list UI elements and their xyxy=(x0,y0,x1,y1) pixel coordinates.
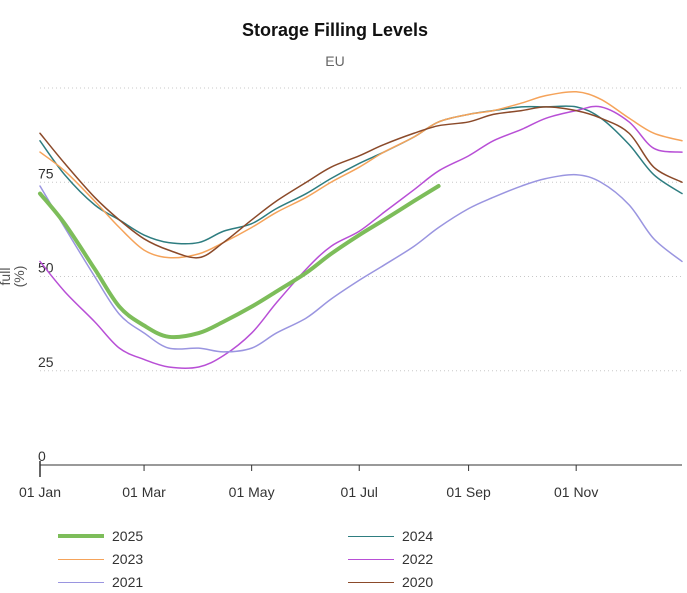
y-tick-label: 25 xyxy=(38,354,54,370)
legend-label: 2024 xyxy=(402,528,434,544)
legend-item-2020[interactable]: 2020 xyxy=(348,574,433,590)
series-line-2023 xyxy=(39,90,683,259)
legend-swatch xyxy=(348,558,394,560)
legend-item-2021[interactable]: 2021 xyxy=(58,574,143,590)
x-tick-label: 01 Nov xyxy=(554,484,598,500)
legend-label: 2025 xyxy=(112,528,144,544)
y-tick-label: 0 xyxy=(38,448,46,464)
y-axis-label: full(%) xyxy=(0,266,27,288)
y-tick-label: 75 xyxy=(38,165,54,181)
chart-subtitle: EU xyxy=(325,53,345,69)
legend-swatch xyxy=(58,534,104,538)
series-line-2025 xyxy=(38,184,441,340)
x-tick-label: 01 Jul xyxy=(341,484,378,500)
y-axis-label-line: full xyxy=(0,268,13,286)
series-line-2020 xyxy=(39,106,683,259)
chart-legend: 2025 2023 2021 2024 2022 2020 xyxy=(0,520,687,590)
legend-swatch xyxy=(58,558,104,560)
legend-swatch xyxy=(58,581,104,583)
y-axis-label-line: (%) xyxy=(11,266,27,288)
legend-label: 2021 xyxy=(112,574,144,590)
legend-label: 2022 xyxy=(402,551,434,567)
legend-swatch xyxy=(348,581,394,583)
chart-title: Storage Filling Levels xyxy=(241,20,429,40)
x-tick-label: 01 Jan xyxy=(19,484,61,500)
x-tick-label: 01 Mar xyxy=(122,484,166,500)
legend-item-2022[interactable]: 2022 xyxy=(348,551,433,567)
series-line-2024 xyxy=(39,105,683,245)
legend-item-2024[interactable]: 2024 xyxy=(348,528,433,544)
legend-label: 2023 xyxy=(112,551,144,567)
x-tick-label: 01 Sep xyxy=(446,484,491,500)
legend-item-2023[interactable]: 2023 xyxy=(58,551,143,567)
legend-label: 2020 xyxy=(402,574,434,590)
x-tick-label: 01 May xyxy=(229,484,275,500)
legend-swatch xyxy=(348,535,394,537)
legend-item-2025[interactable]: 2025 xyxy=(58,528,143,544)
series-line-2021 xyxy=(39,173,683,353)
